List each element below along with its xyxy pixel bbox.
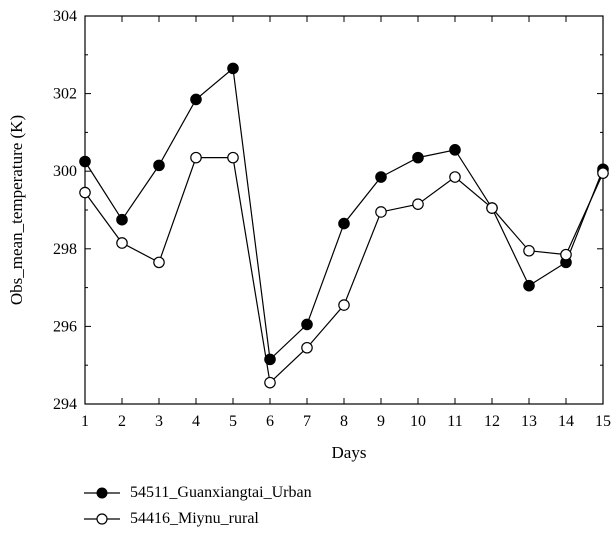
data-point-series-2 (79, 186, 91, 199)
data-point-series-1 (301, 318, 313, 331)
y-axis-label: Obs_mean_temperature (K) (7, 115, 26, 305)
y-tick-label: 294 (53, 396, 77, 413)
legend-swatch-open-circle (84, 513, 120, 525)
data-point-series-2 (227, 151, 239, 164)
x-tick-label: 10 (410, 413, 426, 430)
data-point-series-2 (190, 151, 202, 164)
data-point-series-2 (560, 248, 572, 261)
y-tick-label: 302 (53, 86, 77, 103)
legend-swatch-filled-circle (84, 487, 120, 499)
data-point-series-1 (338, 217, 350, 230)
data-point-series-2 (264, 376, 276, 389)
x-tick-label: 3 (155, 413, 163, 430)
data-point-series-2 (486, 202, 498, 214)
series-line-1 (84, 67, 604, 361)
data-point-series-2 (597, 167, 609, 179)
data-point-series-2 (301, 341, 313, 354)
x-tick-label: 14 (558, 413, 574, 430)
x-tick-label: 7 (303, 413, 311, 430)
series-line-2 (84, 157, 604, 384)
x-tick-label: 2 (118, 413, 126, 430)
legend: 54511_Guanxiangtai_Urban 54416_Miynu_rur… (80, 480, 380, 532)
data-point-series-2 (338, 299, 350, 311)
data-point-series-2 (153, 256, 165, 269)
x-tick-label: 12 (484, 413, 500, 430)
x-tick-label: 13 (521, 413, 537, 430)
data-point-series-1 (79, 155, 91, 168)
data-point-series-1 (227, 62, 239, 75)
y-tick-label: 304 (53, 8, 77, 25)
x-tick-label: 1 (81, 413, 89, 430)
data-point-series-1 (116, 213, 128, 226)
data-point-series-2 (523, 244, 535, 257)
x-tick-label: 11 (447, 413, 462, 430)
data-point-series-1 (264, 353, 276, 366)
legend-label-urban: 54511_Guanxiangtai_Urban (130, 484, 312, 501)
data-point-series-1 (449, 144, 461, 156)
y-tick-label: 296 (53, 318, 77, 335)
data-point-series-2 (449, 171, 461, 183)
x-tick-label: 6 (266, 413, 274, 430)
data-point-series-1 (375, 171, 387, 183)
y-tick-label: 300 (53, 163, 77, 180)
data-point-series-2 (375, 206, 387, 218)
data-point-series-2 (412, 198, 424, 210)
x-tick-label: 4 (192, 413, 200, 430)
data-point-series-1 (412, 151, 424, 164)
data-point-series-1 (153, 159, 165, 172)
x-axis-label: Days (332, 443, 367, 462)
data-point-series-1 (190, 93, 202, 106)
legend-item-urban: 54511_Guanxiangtai_Urban (80, 480, 380, 506)
data-point-series-2 (116, 237, 128, 249)
plot-frame (84, 15, 604, 405)
legend-label-rural: 54416_Miynu_rural (130, 510, 259, 527)
x-tick-label: 5 (229, 413, 237, 430)
legend-item-rural: 54416_Miynu_rural (80, 506, 380, 532)
y-tick-label: 298 (53, 241, 77, 258)
data-point-series-1 (523, 279, 535, 292)
x-tick-label: 9 (377, 413, 385, 430)
x-tick-label: 15 (595, 413, 611, 430)
x-tick-label: 8 (340, 413, 348, 430)
